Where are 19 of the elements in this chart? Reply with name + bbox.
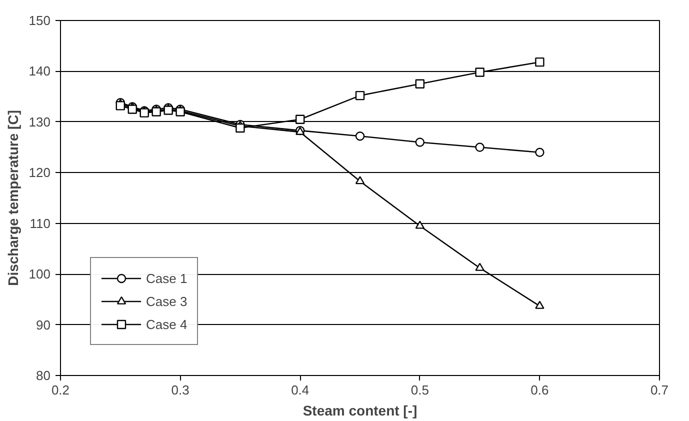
x-tick-label: 0.5: [410, 382, 429, 398]
x-tick-label: 0.3: [171, 382, 190, 398]
y-tick-label: 140: [28, 64, 51, 79]
x-tick-label: 0.4: [291, 382, 310, 398]
y-tick-label: 110: [30, 216, 51, 231]
legend-label: Case 4: [146, 316, 188, 332]
y-axis-title: Discharge temperature [C]: [4, 110, 21, 286]
legend-label: Case 3: [146, 294, 188, 308]
y-tick-label: 130: [28, 114, 51, 130]
y-tick-label: 120: [28, 165, 51, 180]
x-tick-label: 0.6: [530, 382, 549, 398]
y-tick-label: 150: [28, 13, 51, 28]
y-tick-label: 100: [28, 266, 51, 282]
x-tick-label: 0.7: [650, 382, 669, 398]
x-tick-label: 0.2: [51, 382, 70, 398]
y-tick-label: 80: [36, 368, 51, 383]
legend-label: Case 1: [146, 270, 188, 286]
x-axis-title: Steam content [-]: [302, 402, 418, 418]
y-tick-label: 90: [36, 317, 51, 332]
